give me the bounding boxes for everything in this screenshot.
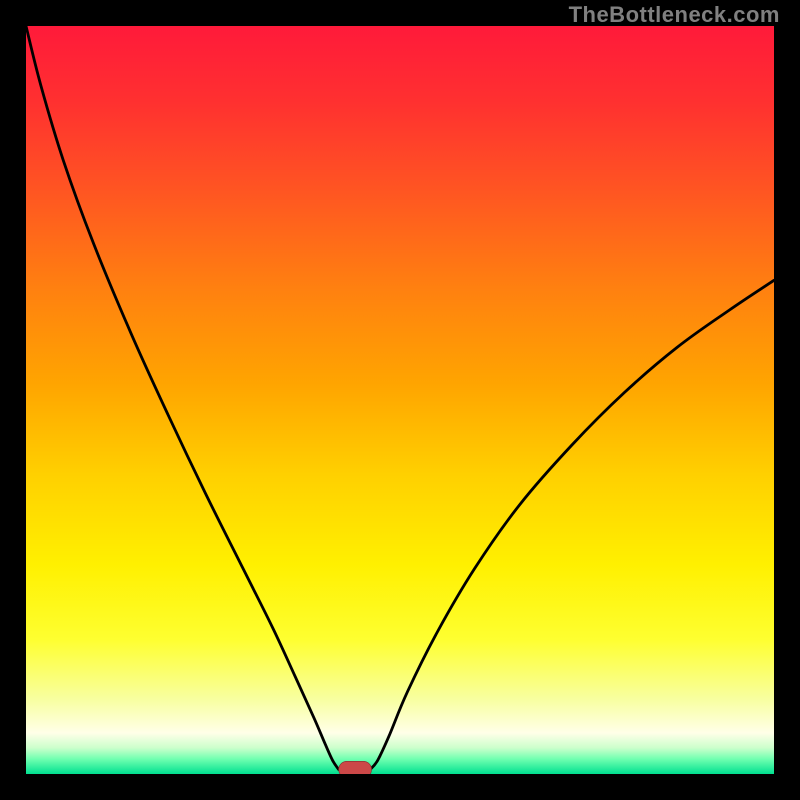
chart-plot-area — [26, 26, 774, 774]
optimal-marker — [339, 761, 372, 774]
gradient-background — [26, 26, 774, 774]
watermark-text: TheBottleneck.com — [569, 2, 780, 28]
